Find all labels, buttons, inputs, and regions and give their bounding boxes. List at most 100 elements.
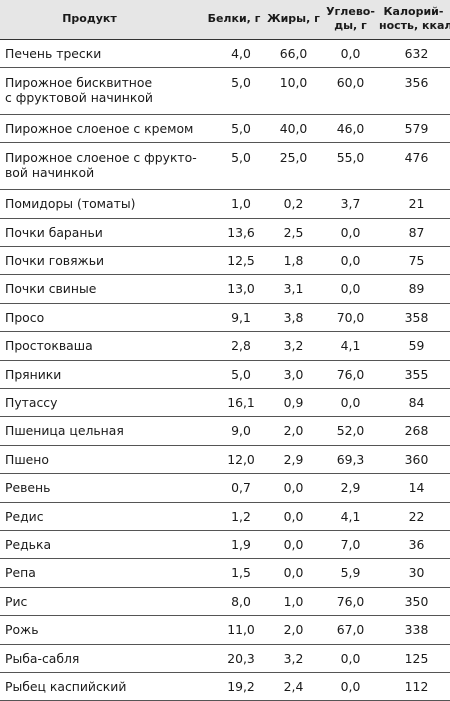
calories-cell: 268	[404, 423, 429, 439]
product-name-line: Почки говяжьи	[5, 253, 105, 269]
fat-cell: 2,5	[283, 224, 304, 240]
fat-cell: 66,0	[279, 45, 308, 61]
product-name-line: Пирожное слоеное с кремом	[5, 120, 194, 136]
table-row: Почки свиные 13,0 3,1 0,0 89	[0, 275, 450, 304]
protein-cell: 20,3	[227, 650, 255, 666]
carbs-cell: 7,0	[340, 536, 361, 552]
product-name-cell: Просо	[0, 303, 205, 331]
carbs-cell: 0,0	[340, 281, 361, 297]
product-name-cell: Путассу	[0, 389, 205, 417]
product-name-cell: Рыба-сабля	[0, 644, 205, 672]
fat-cell: 3,0	[283, 366, 304, 382]
product-name-line: Редис	[5, 508, 44, 524]
fat-cell: 1,0	[283, 593, 304, 609]
calories-cell: 87	[408, 224, 425, 240]
carbs-cell: 46,0	[336, 120, 365, 136]
table-body: Печень трески 4,0 66,0 0,0 632 Пирожное бискв…	[0, 39, 450, 701]
product-name-line: Почки бараньи	[5, 224, 103, 240]
carbs-cell: 0,0	[340, 395, 361, 411]
protein-cell: 13,0	[227, 281, 255, 297]
product-name-line: Рыбец каспийский	[5, 678, 127, 694]
protein-cell: 5,0	[231, 120, 251, 136]
product-name-line: Пшено	[5, 451, 49, 467]
product-name-cell: Репа	[0, 559, 205, 587]
calories-cell: 14	[408, 480, 425, 496]
carbs-cell: 67,0	[336, 622, 365, 638]
protein-cell: 9,1	[231, 309, 251, 325]
protein-cell: 1,0	[231, 196, 251, 212]
carbs-cell: 70,0	[336, 309, 365, 325]
table-row: Редька 1,9 0,0 7,0 36	[0, 530, 450, 559]
protein-cell: 12,0	[227, 451, 255, 467]
product-name-line: Просо	[5, 309, 45, 325]
product-name-line: Рожь	[5, 622, 39, 638]
product-name-cell: Пшеница цельная	[0, 417, 205, 445]
protein-cell: 8,0	[231, 593, 251, 609]
product-name-cell: Пшено	[0, 445, 205, 473]
header-carbs: Углево- ды, г	[324, 0, 377, 39]
calories-cell: 112	[404, 678, 429, 694]
header-calories-line1: Калорий-	[383, 5, 444, 19]
fat-cell: 3,2	[283, 338, 304, 354]
product-name-cell: Почки бараньи	[0, 218, 205, 246]
fat-cell: 0,0	[283, 508, 304, 524]
table-row: Рожь 11,0 2,0 67,0 338	[0, 616, 450, 645]
protein-cell: 2,8	[231, 338, 251, 354]
table-row: Пирожное слоеное с фрукто-вой начинкой 5,…	[0, 143, 450, 190]
protein-cell: 4,0	[231, 45, 251, 61]
protein-cell: 0,7	[231, 480, 251, 496]
table-row: Почки говяжьи 12,5 1,8 0,0 75	[0, 247, 450, 275]
protein-cell: 11,0	[227, 622, 255, 638]
table-row: Рыбец каспийский 19,2 2,4 0,0 112	[0, 672, 450, 701]
table-row: Простокваша 2,8 3,2 4,1 59	[0, 332, 450, 361]
product-name-cell: Пирожное слоеное с кремом	[0, 114, 205, 142]
table-row: Печень трески 4,0 66,0 0,0 632	[0, 39, 450, 68]
product-name-line: Пряники	[5, 366, 62, 382]
table-row: Помидоры (томаты) 1,0 0,2 3,7 21	[0, 190, 450, 219]
product-name-line: Помидоры (томаты)	[5, 196, 136, 212]
carbs-cell: 0,0	[340, 253, 361, 269]
table-row: Пирожное бисквитное с фруктовой начинкой 5…	[0, 67, 450, 115]
table-row: Пшеница цельная 9,0 2,0 52,0 268	[0, 417, 450, 446]
protein-cell: 5,0	[231, 150, 251, 166]
protein-cell: 9,0	[231, 423, 251, 439]
product-name-line: Репа	[5, 565, 36, 581]
calories-cell: 30	[408, 565, 425, 581]
table-row: Репа 1,5 0,0 5,9 30	[0, 559, 450, 588]
carbs-cell: 76,0	[336, 366, 365, 382]
protein-cell: 5,0	[231, 74, 251, 90]
product-name-line: Путассу	[5, 395, 58, 411]
calories-cell: 338	[404, 622, 429, 638]
carbs-cell: 0,0	[340, 224, 361, 240]
calories-cell: 350	[404, 593, 429, 609]
fat-cell: 0,9	[283, 395, 304, 411]
product-name-cell: Печень трески	[0, 39, 205, 67]
calories-cell: 36	[408, 536, 425, 552]
product-name-line: Ревень	[5, 480, 51, 496]
product-name-line: Рис	[5, 593, 28, 609]
carbs-cell: 69,3	[336, 451, 365, 467]
calories-cell: 22	[408, 508, 425, 524]
product-name-line: Пирожное слоеное с фрукто-	[5, 150, 197, 166]
header-calories: Калорий- ность, ккал	[377, 0, 450, 39]
product-name-cell: Рис	[0, 587, 205, 615]
carbs-cell: 0,0	[340, 650, 361, 666]
carbs-cell: 4,1	[340, 338, 361, 354]
calories-cell: 632	[404, 45, 429, 61]
table-row: Редис 1,2 0,0 4,1 22	[0, 502, 450, 531]
calories-cell: 59	[408, 338, 425, 354]
calories-cell: 358	[404, 309, 429, 325]
product-name-cell: Почки говяжьи	[0, 247, 205, 275]
table-row: Путассу 16,1 0,9 0,0 84	[0, 389, 450, 417]
carbs-cell: 76,0	[336, 593, 365, 609]
fat-cell: 0,0	[283, 480, 304, 496]
protein-cell: 13,6	[227, 224, 255, 240]
fat-cell: 1,8	[283, 253, 304, 269]
fat-cell: 3,8	[283, 309, 304, 325]
product-name-cell: Рожь	[0, 616, 205, 644]
product-name-line: Пирожное бисквитное	[5, 74, 153, 90]
calories-cell: 360	[404, 451, 429, 467]
header-product: Продукт	[62, 12, 117, 26]
fat-cell: 0,0	[283, 565, 304, 581]
